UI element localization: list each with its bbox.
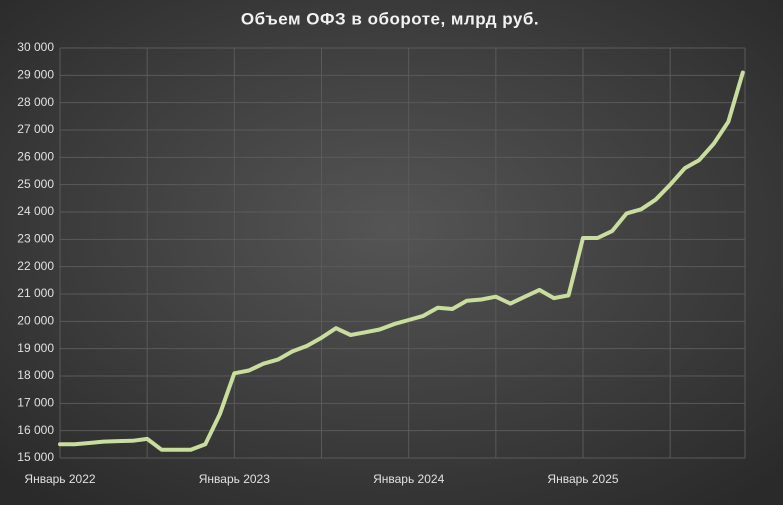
- y-tick-label: 18 000: [17, 368, 54, 382]
- x-tick-label: Январь 2025: [547, 472, 618, 486]
- y-tick-label: 27 000: [17, 122, 54, 136]
- x-tick-label: Январь 2022: [24, 472, 95, 486]
- data-line: [58, 70, 745, 452]
- y-tick-label: 19 000: [17, 341, 54, 355]
- y-tick-label: 15 000: [17, 450, 54, 464]
- y-tick-label: 23 000: [17, 232, 54, 246]
- y-tick-label: 22 000: [17, 259, 54, 273]
- y-tick-label: 29 000: [17, 68, 54, 82]
- y-tick-label: 28 000: [17, 95, 54, 109]
- chart-title: Объем ОФЗ в обороте, млрд руб.: [241, 9, 539, 28]
- x-tick-label: Январь 2024: [373, 472, 444, 486]
- y-tick-label: 26 000: [17, 150, 54, 164]
- y-tick-label: 24 000: [17, 204, 54, 218]
- y-tick-label: 21 000: [17, 286, 54, 300]
- y-tick-label: 17 000: [17, 396, 54, 410]
- y-tick-label: 30 000: [17, 40, 54, 54]
- y-tick-label: 25 000: [17, 177, 54, 191]
- y-tick-label: 16 000: [17, 423, 54, 437]
- y-tick-label: 20 000: [17, 314, 54, 328]
- x-tick-label: Январь 2023: [199, 472, 270, 486]
